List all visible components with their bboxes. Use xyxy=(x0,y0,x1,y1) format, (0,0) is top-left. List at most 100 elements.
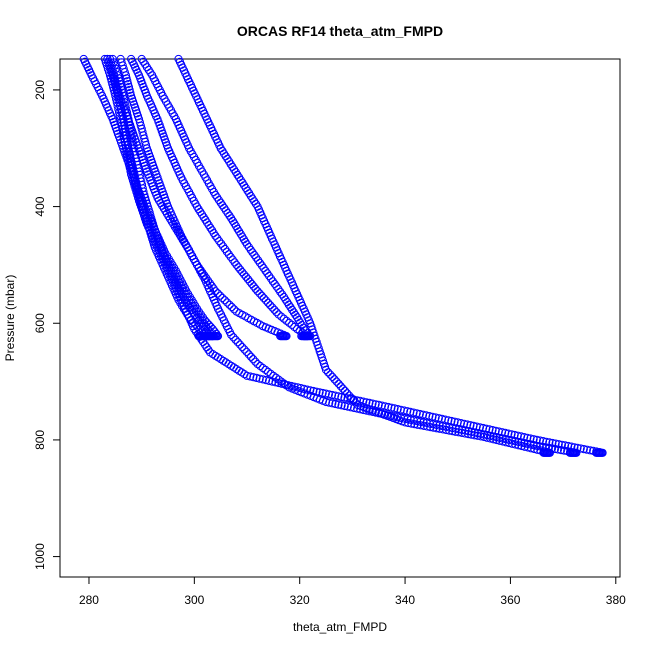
data-point xyxy=(527,444,536,453)
data-point xyxy=(387,403,396,412)
data-point xyxy=(393,405,402,414)
data-point xyxy=(242,347,251,356)
data-point xyxy=(285,318,294,327)
data-point xyxy=(246,372,255,381)
data-point xyxy=(283,298,292,307)
data-point xyxy=(454,428,463,437)
data-point xyxy=(108,70,117,79)
data-point xyxy=(245,277,254,286)
data-point xyxy=(224,250,233,259)
data-point xyxy=(261,296,271,305)
data-point xyxy=(264,367,273,376)
data-point xyxy=(470,431,479,440)
data-point xyxy=(279,379,288,388)
data-point xyxy=(266,301,275,310)
data-point xyxy=(287,320,296,329)
x-tick-label: 360 xyxy=(500,593,520,607)
data-point xyxy=(269,371,278,380)
data-point xyxy=(478,423,488,433)
y-tick-label: 1000 xyxy=(33,543,47,570)
data-point xyxy=(238,268,247,277)
data-point xyxy=(288,305,297,314)
data-point xyxy=(345,391,354,400)
data-point xyxy=(331,391,340,400)
data-point xyxy=(272,308,281,317)
data-point xyxy=(211,231,220,240)
data-point xyxy=(438,425,448,434)
data-point xyxy=(432,424,441,433)
data-point xyxy=(403,407,412,416)
data-point xyxy=(419,421,429,430)
data-point xyxy=(242,371,252,380)
data-point xyxy=(234,263,243,272)
data-point xyxy=(340,401,349,411)
x-tick-label: 300 xyxy=(184,593,204,607)
data-point xyxy=(501,438,511,447)
data-point xyxy=(284,300,293,309)
data-point xyxy=(276,332,285,341)
data-point xyxy=(279,314,288,323)
data-point xyxy=(123,77,132,86)
data-point xyxy=(347,393,356,402)
data-point xyxy=(327,390,337,400)
y-tick-label: 800 xyxy=(33,430,47,450)
x-tick-label: 280 xyxy=(79,593,99,607)
data-point xyxy=(416,421,425,430)
y-tick-label: 200 xyxy=(33,80,47,100)
data-point xyxy=(121,71,131,80)
data-point xyxy=(415,409,424,419)
data-point xyxy=(485,425,494,434)
y-tick-label: 600 xyxy=(33,313,47,333)
data-point xyxy=(217,239,226,248)
data-point xyxy=(126,88,135,97)
data-point xyxy=(409,408,418,417)
data-point xyxy=(266,369,275,378)
data-point xyxy=(469,421,478,430)
data-point xyxy=(235,227,244,236)
data-point xyxy=(343,389,352,398)
data-point xyxy=(461,429,470,438)
data-point xyxy=(220,244,230,254)
data-point xyxy=(426,423,435,432)
data-point xyxy=(400,414,409,423)
data-point xyxy=(355,396,365,405)
data-point xyxy=(294,315,303,325)
data-point xyxy=(219,242,228,251)
data-point xyxy=(435,424,444,433)
data-point xyxy=(328,372,337,381)
data-point xyxy=(472,422,481,431)
data-point xyxy=(401,418,410,427)
data-point xyxy=(243,275,253,284)
data-point xyxy=(377,401,386,410)
data-point xyxy=(565,448,575,457)
data-point xyxy=(423,422,432,431)
data-point xyxy=(241,237,250,246)
data-point xyxy=(334,392,343,401)
data-point xyxy=(274,310,283,319)
data-point xyxy=(253,360,262,369)
data-point xyxy=(229,333,238,342)
data-point xyxy=(330,375,339,384)
data-point xyxy=(337,392,346,402)
data-point xyxy=(261,376,271,385)
data-point xyxy=(324,390,333,399)
data-point xyxy=(396,405,405,414)
data-point xyxy=(236,229,245,239)
data-point xyxy=(256,361,265,371)
data-point xyxy=(249,373,258,382)
data-point xyxy=(553,445,563,454)
data-point xyxy=(557,446,566,455)
data-point xyxy=(539,448,548,457)
data-point xyxy=(482,424,491,433)
data-point xyxy=(118,127,128,137)
data-point xyxy=(390,404,399,413)
data-point xyxy=(258,363,267,373)
data-point xyxy=(226,252,235,262)
data-point xyxy=(257,291,266,300)
data-point xyxy=(399,406,409,415)
y-tick-label: 400 xyxy=(33,196,47,216)
data-point xyxy=(233,338,242,347)
data-point xyxy=(505,438,514,448)
